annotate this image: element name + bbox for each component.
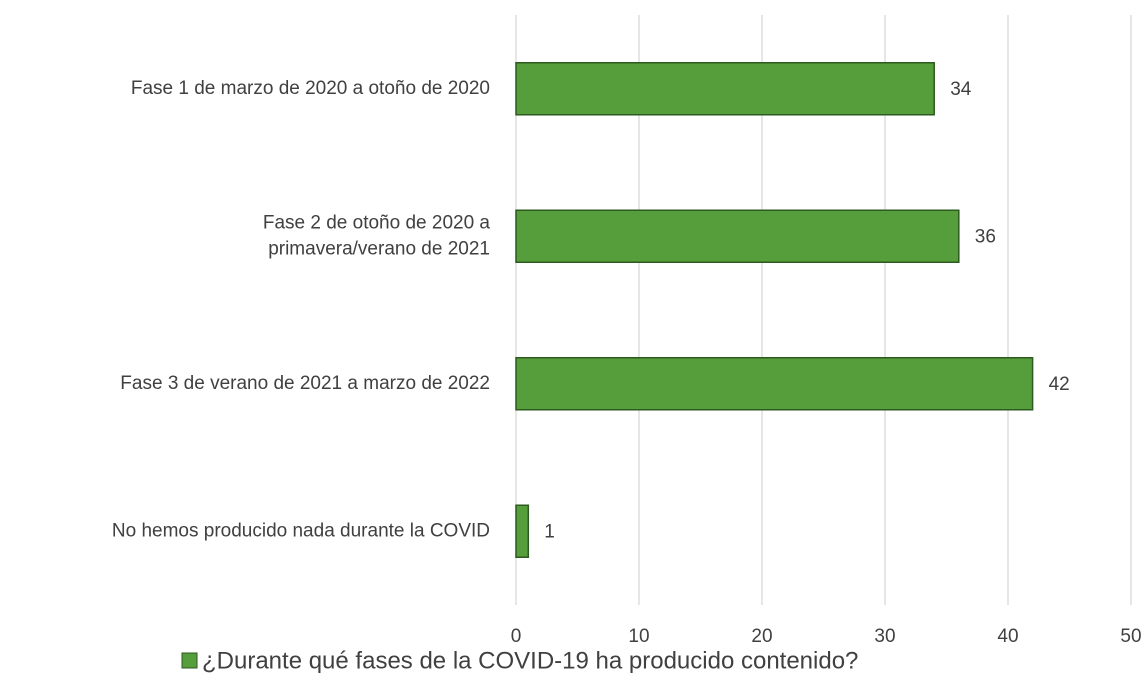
x-tick-label: 40 (997, 626, 1018, 647)
x-tick-label: 50 (1120, 626, 1141, 647)
y-tick-label: Fase 3 de verano de 2021 a marzo de 2022 (120, 373, 490, 394)
bar (515, 504, 530, 558)
data-label: 34 (950, 79, 972, 100)
data-label: 1 (544, 521, 555, 542)
y-tick-label: Fase 1 de marzo de 2020 a otoño de 2020 (131, 78, 490, 99)
x-tick-label: 30 (874, 626, 895, 647)
y-tick-label: Fase 2 de otoño de 2020 a primavera/veran… (263, 212, 491, 259)
bar (515, 62, 935, 116)
x-tick-label: 10 (628, 626, 649, 647)
legend-swatch (181, 652, 198, 669)
x-tick-label: 20 (751, 626, 772, 647)
data-label: 42 (1049, 374, 1070, 395)
x-tick-label: 0 (511, 626, 522, 647)
y-tick-label: No hemos producido nada durante la COVID (112, 520, 490, 541)
bar (515, 209, 960, 263)
bar (515, 357, 1034, 411)
data-label: 36 (975, 226, 996, 247)
legend-label: ¿Durante qué fases de la COVID-19 ha pro… (202, 647, 858, 673)
